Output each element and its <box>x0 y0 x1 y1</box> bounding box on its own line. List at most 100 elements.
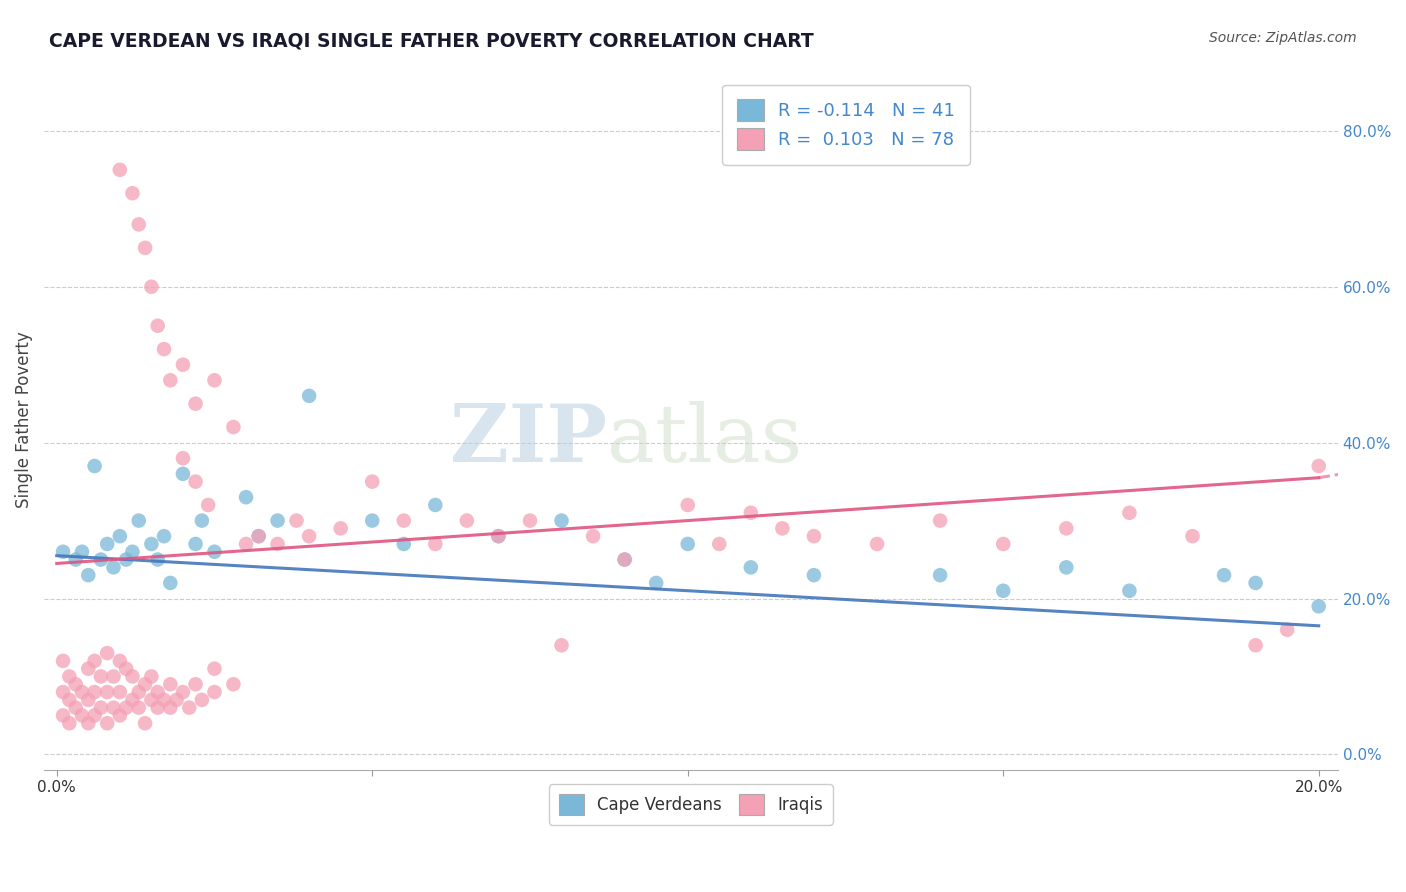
Point <box>392 537 415 551</box>
Point <box>184 397 207 411</box>
Point <box>52 685 75 699</box>
Point <box>103 560 125 574</box>
Point <box>83 708 105 723</box>
Point <box>425 498 447 512</box>
Point <box>993 537 1015 551</box>
Point <box>146 685 169 699</box>
Point <box>361 475 384 489</box>
Point <box>128 514 150 528</box>
Point <box>191 514 214 528</box>
Point <box>96 646 118 660</box>
Point <box>121 186 143 201</box>
Point <box>456 514 478 528</box>
Point <box>676 537 699 551</box>
Text: ZIP: ZIP <box>450 401 607 479</box>
Point <box>222 677 245 691</box>
Legend: Cape Verdeans, Iraqis: Cape Verdeans, Iraqis <box>548 784 832 825</box>
Point <box>1118 506 1140 520</box>
Point <box>58 716 80 731</box>
Y-axis label: Single Father Poverty: Single Father Poverty <box>15 331 32 508</box>
Point <box>153 693 176 707</box>
Point <box>108 708 131 723</box>
Point <box>128 700 150 714</box>
Point <box>121 545 143 559</box>
Point <box>1054 560 1077 574</box>
Point <box>141 669 163 683</box>
Point <box>1244 576 1267 591</box>
Point <box>70 708 93 723</box>
Point <box>172 358 194 372</box>
Point <box>550 514 572 528</box>
Point <box>1275 623 1298 637</box>
Point <box>159 700 181 714</box>
Point <box>159 373 181 387</box>
Point <box>58 693 80 707</box>
Point <box>153 342 176 356</box>
Text: Source: ZipAtlas.com: Source: ZipAtlas.com <box>1209 31 1357 45</box>
Point <box>96 716 118 731</box>
Point <box>803 529 825 543</box>
Point <box>179 700 201 714</box>
Point <box>172 685 194 699</box>
Point <box>77 662 100 676</box>
Point <box>1308 599 1330 614</box>
Point <box>134 677 156 691</box>
Point <box>65 552 87 566</box>
Point <box>77 568 100 582</box>
Point <box>222 420 245 434</box>
Point <box>153 529 176 543</box>
Point <box>740 506 762 520</box>
Point <box>1244 638 1267 652</box>
Point <box>191 693 214 707</box>
Point <box>90 669 112 683</box>
Point <box>266 537 288 551</box>
Point <box>298 529 321 543</box>
Point <box>90 700 112 714</box>
Point <box>204 545 226 559</box>
Point <box>134 241 156 255</box>
Point <box>613 552 636 566</box>
Point <box>128 218 150 232</box>
Point <box>52 708 75 723</box>
Point <box>709 537 731 551</box>
Point <box>993 583 1015 598</box>
Point <box>1308 458 1330 473</box>
Point <box>172 467 194 481</box>
Point <box>740 560 762 574</box>
Point <box>115 662 138 676</box>
Point <box>159 576 181 591</box>
Point <box>121 669 143 683</box>
Point <box>103 669 125 683</box>
Point <box>146 700 169 714</box>
Point <box>70 685 93 699</box>
Point <box>58 669 80 683</box>
Point <box>866 537 889 551</box>
Point <box>108 685 131 699</box>
Point <box>159 677 181 691</box>
Point <box>204 685 226 699</box>
Point <box>115 552 138 566</box>
Point <box>803 568 825 582</box>
Point <box>519 514 541 528</box>
Point <box>77 716 100 731</box>
Point <box>486 529 509 543</box>
Point <box>108 162 131 177</box>
Point <box>1054 521 1077 535</box>
Point <box>550 638 572 652</box>
Point <box>96 685 118 699</box>
Point <box>52 654 75 668</box>
Point <box>329 521 352 535</box>
Point <box>247 529 270 543</box>
Point <box>285 514 308 528</box>
Point <box>141 537 163 551</box>
Point <box>486 529 509 543</box>
Point <box>90 552 112 566</box>
Point <box>613 552 636 566</box>
Point <box>172 451 194 466</box>
Point <box>65 677 87 691</box>
Point <box>184 677 207 691</box>
Point <box>361 514 384 528</box>
Text: atlas: atlas <box>607 401 801 479</box>
Point <box>645 576 668 591</box>
Point <box>146 318 169 333</box>
